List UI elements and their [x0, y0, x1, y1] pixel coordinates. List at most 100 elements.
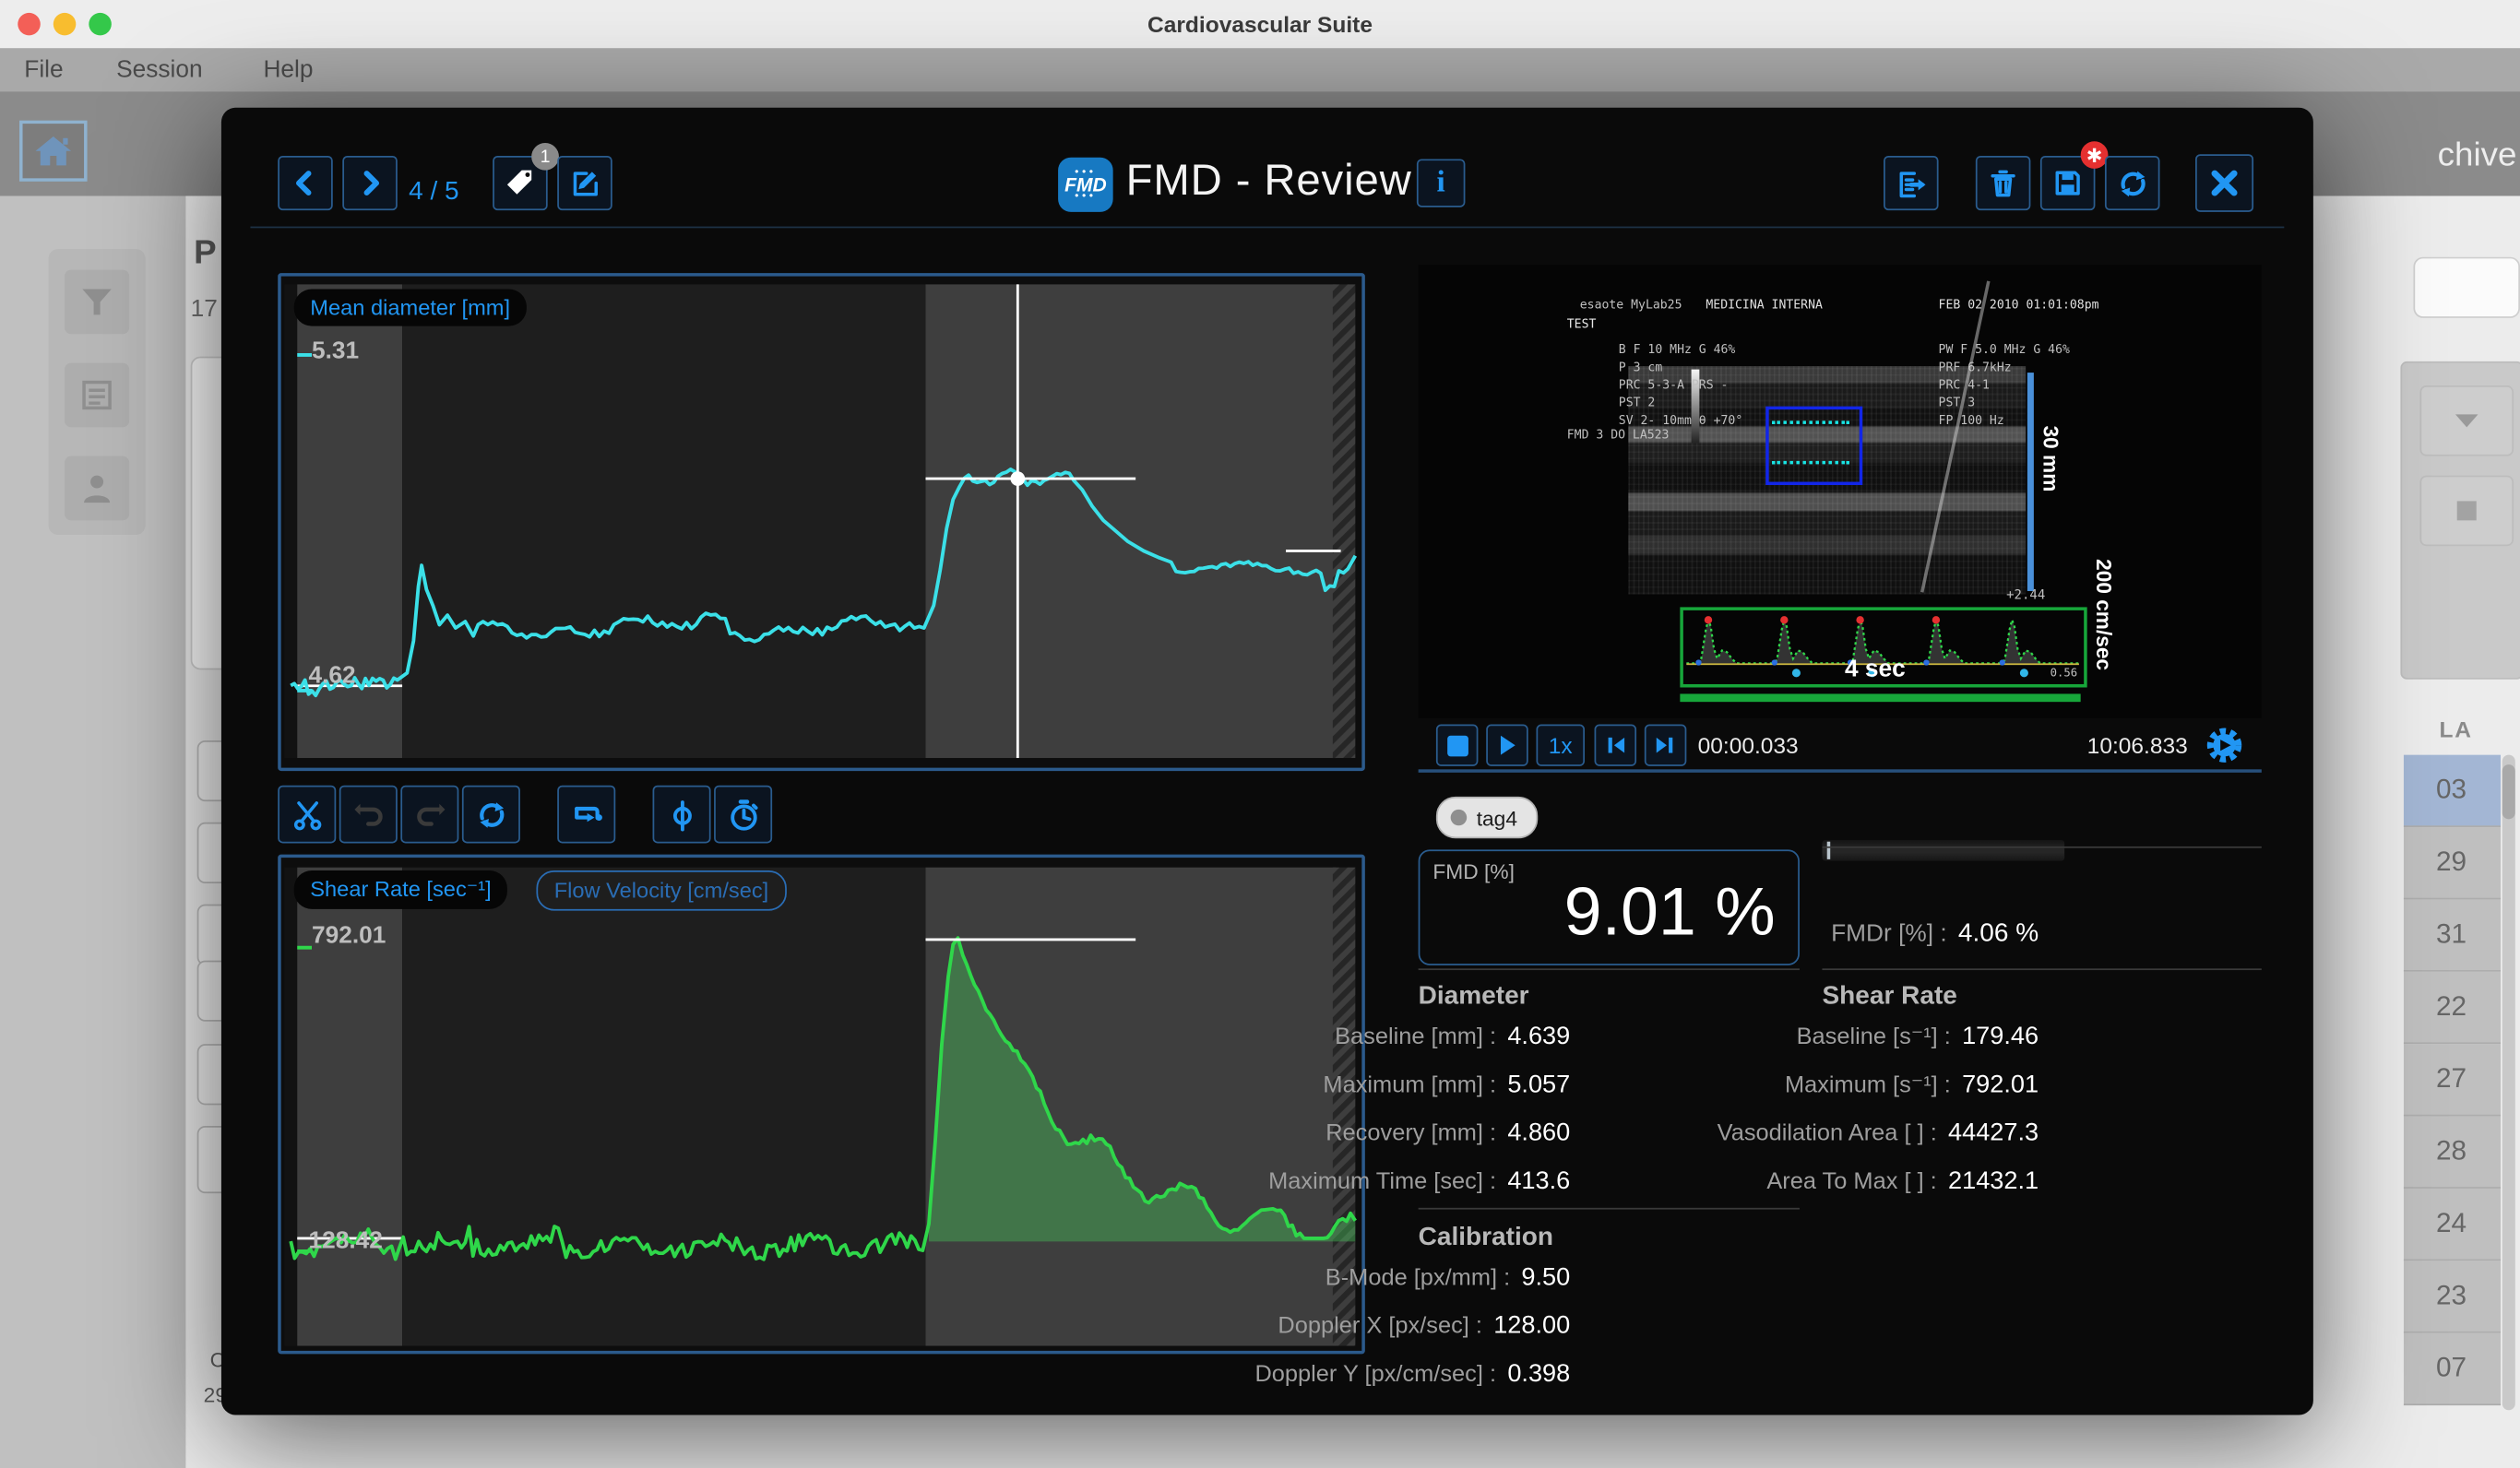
edit-button[interactable]: [557, 155, 612, 211]
logo-dots-bottom: •••: [1075, 190, 1097, 202]
time-scale-label: 4 sec: [1844, 655, 1906, 683]
marker-value: +2.44: [2006, 587, 2046, 603]
chevron-left-icon: [296, 171, 312, 195]
set-range-button[interactable]: [557, 785, 616, 844]
home-icon: [35, 136, 72, 166]
table-row[interactable]: 07: [2403, 1332, 2502, 1406]
gear-icon: [2206, 728, 2242, 763]
speed-button[interactable]: 1x: [1536, 724, 1586, 766]
window-title: Cardiovascular Suite: [1147, 11, 1373, 38]
logo-text: FMD: [1064, 172, 1107, 195]
stop-icon: [1446, 734, 1468, 756]
table-scrollbar[interactable]: [2502, 754, 2515, 1411]
recompute-button[interactable]: [2104, 155, 2160, 211]
crosshair-point[interactable]: [1010, 471, 1026, 486]
cut-button[interactable]: [278, 785, 337, 844]
info-button[interactable]: i: [1416, 159, 1466, 207]
table-row[interactable]: 23: [2403, 1261, 2502, 1333]
undo-button[interactable]: [339, 785, 398, 844]
result-row: Recovery [mm] :4.860: [1325, 1119, 1571, 1147]
result-row: Maximum Time [sec] :413.6: [1268, 1167, 1571, 1195]
seek-bar[interactable]: [1822, 839, 2065, 861]
ultrasound-viewer[interactable]: esaote MyLab25 MEDICINA INTERNA FEB 02 2…: [1418, 265, 2262, 718]
background-heading: P: [194, 234, 217, 272]
menu-session[interactable]: Session: [116, 55, 203, 84]
close-button[interactable]: [2195, 154, 2254, 212]
close-traffic-light[interactable]: [18, 12, 41, 36]
filter-button[interactable]: [65, 269, 130, 335]
shear-ymax-value: 792.01: [312, 921, 386, 950]
divider: [1822, 968, 2262, 971]
archive-column-header: LA: [2439, 716, 2473, 742]
scrollbar-thumb[interactable]: [2502, 764, 2515, 820]
reset-button[interactable]: [461, 785, 520, 844]
doppler-strip[interactable]: 4 sec 0.56: [1680, 607, 2087, 688]
table-row[interactable]: 03: [2403, 754, 2502, 828]
background-search-box[interactable]: [2413, 256, 2520, 318]
save-button[interactable]: ✱: [2039, 141, 2109, 211]
home-button[interactable]: [19, 120, 88, 182]
report-button[interactable]: [65, 362, 130, 428]
document-list-icon: [82, 380, 112, 410]
diameter-section-title: Diameter: [1418, 982, 1529, 1011]
background-dropdown[interactable]: [2419, 385, 2514, 456]
physician-button[interactable]: [65, 456, 130, 521]
divider: [1418, 968, 1800, 971]
step-forward-button[interactable]: [1644, 724, 1687, 766]
depth-scale-label: 30 mm: [2039, 425, 2063, 492]
background-count: 17: [190, 295, 218, 324]
header-divider: [250, 226, 2285, 229]
shear-rate-tab[interactable]: Shear Rate [sec⁻¹]: [293, 870, 508, 909]
redo-button[interactable]: [400, 785, 459, 844]
prev-exam-button[interactable]: [278, 155, 333, 211]
table-row[interactable]: 27: [2403, 1044, 2502, 1117]
refresh-icon: [479, 801, 504, 827]
stop-button[interactable]: [1435, 724, 1479, 766]
export-button[interactable]: [1884, 155, 1939, 211]
table-row[interactable]: 22: [2403, 971, 2502, 1045]
result-row: Doppler X [px/sec] :128.00: [1278, 1312, 1571, 1340]
result-row: Baseline [s⁻¹] :179.46: [1796, 1023, 2039, 1051]
table-row[interactable]: 29: [2403, 827, 2502, 900]
playback-settings-button[interactable]: [2202, 723, 2247, 768]
tag-chip[interactable]: tag4: [1435, 796, 1539, 839]
table-row[interactable]: 31: [2403, 899, 2502, 972]
play-button[interactable]: [1486, 724, 1528, 766]
goto-range-icon: [575, 806, 602, 823]
tag-icon: [506, 170, 532, 195]
scissors-icon: [293, 800, 321, 830]
phi-icon: [672, 799, 692, 831]
archive-table: 03 29 31 22 27 28 24 23 07: [2403, 754, 2502, 1406]
roi-box[interactable]: [1765, 406, 1863, 486]
grayscale-bar: [1691, 369, 1700, 444]
menu-help[interactable]: Help: [263, 55, 314, 84]
unsaved-badge: ✱: [2080, 141, 2109, 169]
flow-velocity-tab[interactable]: Flow Velocity [cm/sec]: [536, 870, 787, 911]
us-department: MEDICINA INTERNA: [1706, 297, 1823, 312]
menu-file[interactable]: File: [24, 55, 64, 84]
tag-button[interactable]: 1: [493, 143, 559, 211]
diameter-tool-button[interactable]: [652, 785, 711, 844]
mean-diameter-label: Mean diameter [mm]: [293, 289, 527, 326]
stopwatch-icon: [730, 799, 757, 830]
background-stop-filter[interactable]: [2419, 475, 2514, 547]
table-row[interactable]: 24: [2403, 1188, 2502, 1261]
shear-rate-section-title: Shear Rate: [1822, 982, 1957, 1011]
step-back-button[interactable]: [1594, 724, 1637, 766]
zoom-traffic-light[interactable]: [89, 12, 112, 36]
chevron-down-icon: [2455, 414, 2478, 428]
shear-rate-chart[interactable]: [284, 867, 1359, 1346]
step-forward-icon: [1656, 737, 1673, 753]
delete-button[interactable]: [1975, 155, 2031, 211]
shear-ybase-value: 128.42: [308, 1226, 383, 1255]
depth-scale-bar: [2027, 373, 2034, 591]
playhead[interactable]: [1826, 841, 1831, 859]
undo-icon: [353, 802, 382, 825]
mean-diameter-chart[interactable]: [284, 284, 1359, 759]
chevron-right-icon: [363, 171, 380, 195]
minimize-traffic-light[interactable]: [53, 12, 77, 36]
time-tool-button[interactable]: [714, 785, 773, 844]
fmd-review-dialog: 4 / 5 1 ••• FMD ••• FMD - Review i: [220, 107, 2313, 1415]
table-row[interactable]: 28: [2403, 1116, 2502, 1189]
next-exam-button[interactable]: [342, 155, 398, 211]
